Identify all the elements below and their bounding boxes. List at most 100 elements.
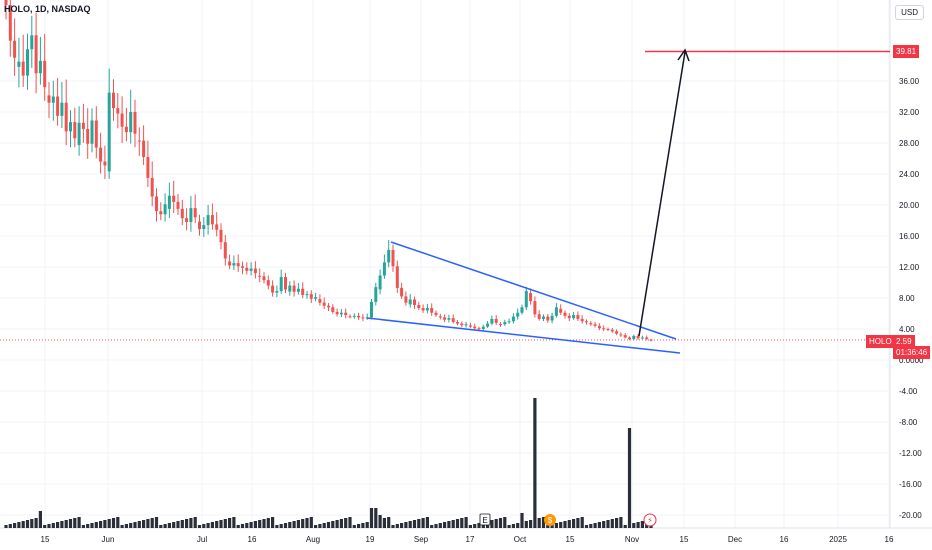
- volume-bar: [533, 398, 537, 528]
- candle-body: [236, 263, 240, 267]
- volume-bar: [193, 517, 197, 528]
- countdown-tag: 01:36:46: [893, 346, 931, 359]
- candle-body: [279, 277, 283, 292]
- x-tick-label: 15: [41, 535, 50, 544]
- symbol-title[interactable]: HOLO, 1D, NASDAQ: [4, 4, 91, 14]
- candle-body: [47, 95, 51, 103]
- candle-body: [524, 291, 528, 308]
- candle-body: [546, 316, 550, 321]
- candle-body: [537, 314, 541, 319]
- x-tick-label: Oct: [514, 535, 527, 544]
- candle-body: [382, 262, 386, 276]
- y-tick-label: 16.00: [899, 232, 920, 241]
- volume-bar: [116, 517, 120, 528]
- candle-body: [520, 307, 524, 313]
- x-tick-label: Dec: [728, 535, 742, 544]
- volume-bar: [73, 518, 77, 528]
- volume-bar: [232, 517, 236, 528]
- volume-bar: [395, 524, 399, 528]
- volume-bar: [464, 517, 468, 528]
- candle-body: [460, 323, 464, 326]
- volume-bar: [391, 525, 395, 528]
- x-tick-label: 17: [466, 535, 475, 544]
- candle-body: [567, 315, 571, 319]
- volume-bar: [77, 517, 81, 528]
- currency-selector[interactable]: USD: [895, 5, 924, 20]
- wedge-lower-trendline: [366, 317, 681, 354]
- volume-bar: [348, 517, 352, 528]
- candle-body: [378, 275, 382, 290]
- volume-bar: [412, 520, 417, 528]
- volume-bar: [610, 519, 614, 528]
- candle-body: [202, 225, 206, 230]
- volume-bar: [520, 513, 524, 528]
- volume-bar: [314, 525, 318, 528]
- volume-bar: [103, 520, 107, 528]
- volume-bar: [473, 524, 477, 528]
- candle-body: [292, 285, 296, 292]
- candle-body: [318, 299, 322, 303]
- candle-body: [90, 120, 94, 144]
- current-price-tag: 2.59: [893, 335, 915, 348]
- candle-body: [26, 49, 29, 76]
- candle-body: [473, 326, 477, 329]
- volume-bar: [352, 525, 356, 528]
- volume-bar: [124, 524, 128, 528]
- volume-bar: [64, 520, 68, 528]
- y-tick-label: 24.00: [899, 170, 920, 179]
- candle-body: [275, 291, 279, 293]
- volume-bar: [365, 522, 369, 528]
- candle-body: [387, 249, 391, 263]
- volume-bar: [189, 518, 193, 528]
- candle-body: [628, 337, 631, 340]
- candle-body: [421, 308, 425, 311]
- volume-bar: [283, 523, 288, 528]
- candle-body: [69, 122, 72, 132]
- volume-bar: [68, 519, 73, 528]
- candle-body: [572, 315, 576, 319]
- candle-body: [434, 312, 438, 316]
- volume-bar: [374, 508, 378, 528]
- candle-body: [563, 312, 567, 316]
- volume-bar: [38, 511, 42, 528]
- y-tick-label: 0.0000: [899, 356, 924, 365]
- volume-bar: [404, 522, 408, 528]
- candle-body: [309, 294, 313, 299]
- volume-bar: [455, 519, 460, 528]
- candle-body: [585, 321, 588, 323]
- candle-body: [232, 263, 236, 266]
- candle-body: [404, 296, 408, 303]
- volume-bar: [443, 522, 447, 528]
- volume-bar: [296, 520, 300, 528]
- candle-body: [425, 308, 429, 311]
- candle-body: [271, 285, 275, 293]
- candle-body: [559, 308, 563, 313]
- candle-body: [494, 318, 498, 323]
- candle-body: [554, 307, 558, 316]
- volume-bar: [305, 518, 309, 528]
- candle-body: [43, 60, 47, 88]
- volume-bar: [197, 525, 202, 528]
- volume-bar: [537, 518, 541, 528]
- candle-body: [335, 311, 339, 315]
- wedge-upper-trendline: [390, 241, 677, 340]
- candle-body: [73, 122, 77, 139]
- volume-bar: [563, 521, 567, 528]
- candle-body: [408, 299, 412, 305]
- volume-bar: [249, 522, 253, 528]
- volume-bar: [4, 525, 8, 528]
- candle-body: [597, 325, 601, 329]
- volume-bar: [498, 518, 503, 528]
- volume-bar: [640, 521, 644, 528]
- volume-bar: [451, 520, 455, 528]
- candle-body: [288, 285, 292, 292]
- candle-body: [296, 288, 300, 292]
- volume-bar: [288, 522, 292, 528]
- candle-body: [623, 335, 627, 338]
- candle-body: [120, 113, 124, 127]
- volume-bar: [60, 521, 64, 528]
- candle-body: [589, 323, 593, 325]
- x-tick-label: 16: [248, 535, 257, 544]
- candle-body: [124, 126, 128, 133]
